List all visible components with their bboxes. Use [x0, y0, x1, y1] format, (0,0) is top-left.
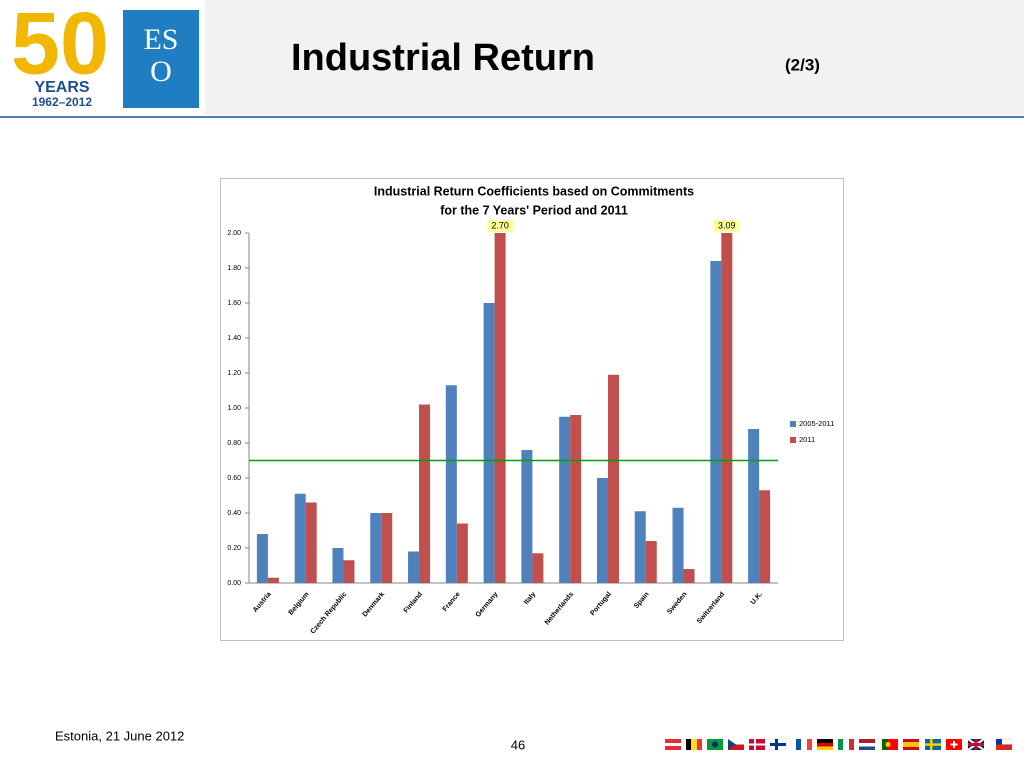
y-tick-label: 1.40 — [227, 335, 241, 342]
value-label: 3.09 — [718, 220, 736, 230]
y-tick-label: 2.00 — [227, 230, 241, 237]
bar — [559, 416, 571, 583]
legend-swatch — [790, 421, 796, 427]
y-tick-label: 0.00 — [227, 580, 241, 587]
logo-years: YEARS — [34, 79, 89, 96]
header-rule — [0, 116, 1024, 118]
value-label-bg — [487, 220, 514, 232]
bar — [267, 577, 279, 583]
y-tick-label: 1.60 — [227, 300, 241, 307]
bar — [521, 450, 533, 583]
legend-label: 2005-2011 — [799, 419, 834, 428]
bar — [456, 523, 468, 583]
bar — [748, 429, 760, 583]
chart-title: Industrial Return Coefficients based on … — [374, 184, 694, 198]
chart-title: for the 7 Years' Period and 2011 — [440, 203, 628, 217]
header-band — [205, 0, 1024, 115]
bar — [370, 513, 382, 583]
eso-bottom: O — [150, 55, 172, 88]
eso-logo — [123, 10, 199, 108]
y-tick-label: 0.60 — [227, 475, 241, 482]
plot-area — [256, 233, 771, 583]
bar — [607, 374, 619, 583]
bar — [408, 551, 420, 583]
legend-swatch — [790, 437, 796, 443]
logo-number: 50 — [11, 0, 109, 92]
page-number: 46 — [511, 737, 525, 752]
bar — [683, 569, 695, 583]
bar — [419, 404, 431, 583]
slide-title: Industrial Return — [291, 37, 595, 79]
bar — [381, 513, 393, 583]
slide-title-suffix: (2/3) — [785, 55, 820, 74]
bar — [294, 493, 306, 583]
value-label-bg — [713, 220, 740, 232]
bar — [305, 502, 317, 583]
eso-top: ES — [143, 23, 178, 56]
bar — [596, 478, 608, 583]
y-tick-label: 1.80 — [227, 265, 241, 272]
bar — [483, 303, 495, 583]
bar — [759, 490, 771, 583]
bar — [570, 415, 582, 583]
flags — [665, 738, 1013, 751]
value-label: 2.70 — [491, 220, 509, 230]
bar — [634, 511, 646, 583]
bar — [532, 553, 544, 583]
bar — [710, 261, 722, 583]
bar — [256, 534, 268, 583]
logo-range: 1962–2012 — [32, 95, 92, 109]
bar — [445, 385, 457, 583]
bar — [721, 233, 733, 583]
y-tick-label: 0.80 — [227, 440, 241, 447]
y-tick-label: 0.20 — [227, 545, 241, 552]
legend-label: 2011 — [799, 435, 815, 444]
y-tick-label: 1.20 — [227, 370, 241, 377]
y-tick-label: 1.00 — [227, 405, 241, 412]
footer-left: Estonia, 21 June 2012 — [55, 728, 184, 743]
bar — [645, 541, 657, 583]
bar — [332, 548, 344, 583]
bar — [672, 507, 684, 583]
bar — [343, 560, 355, 583]
bar — [494, 233, 506, 583]
y-tick-label: 0.40 — [227, 510, 241, 517]
